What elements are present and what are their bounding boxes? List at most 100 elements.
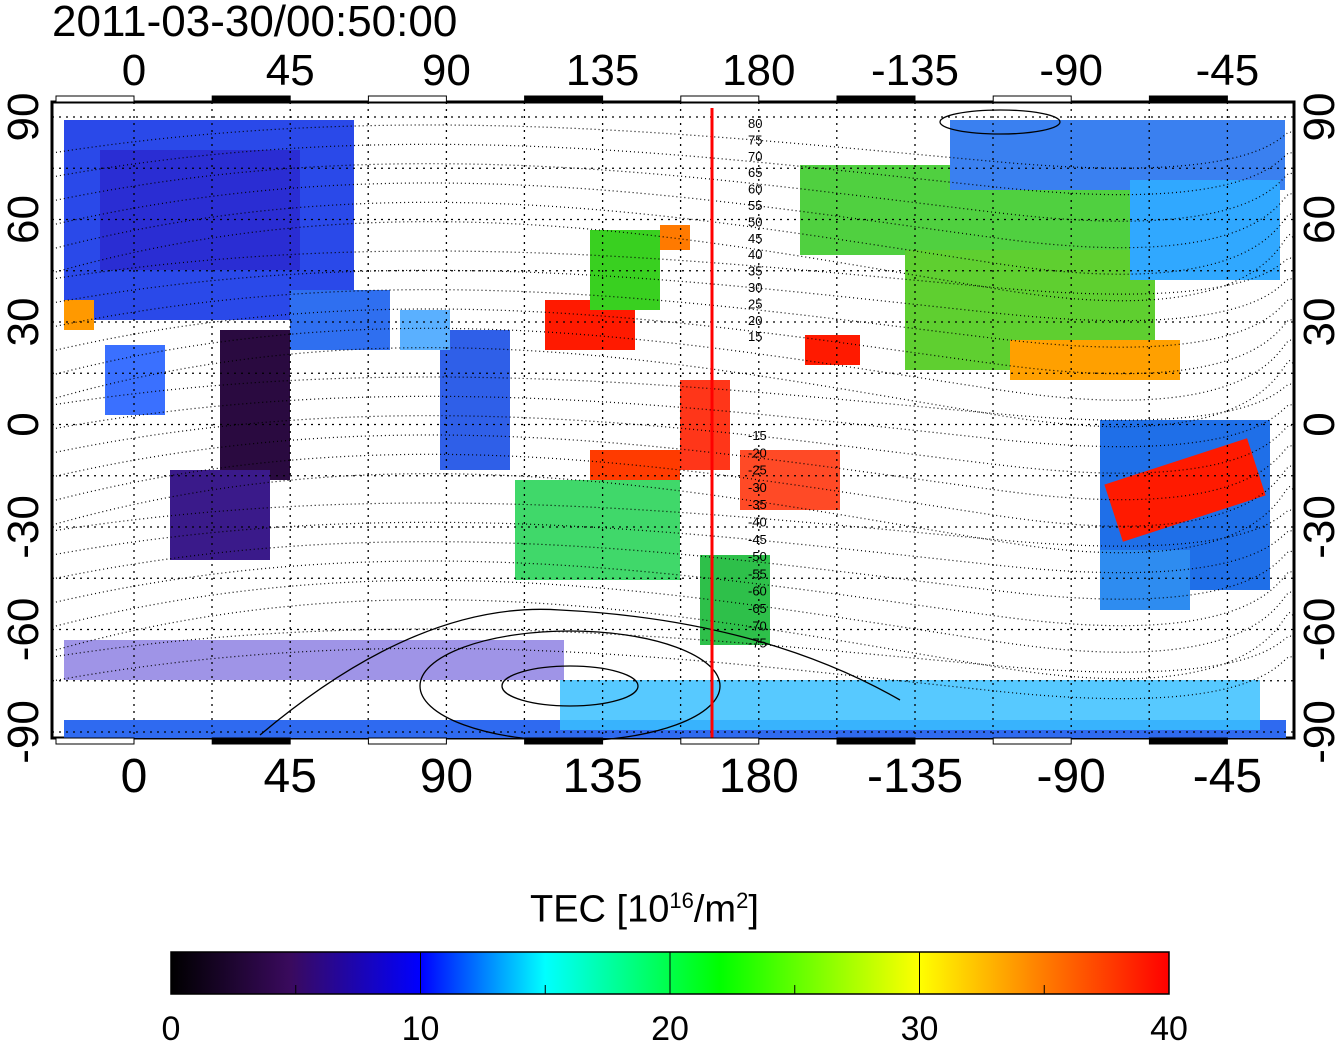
contour-label: -40 [748, 515, 767, 530]
contour-line [51, 289, 1295, 348]
frame-bar-bottom [367, 737, 447, 745]
frame-bar-top [211, 95, 291, 103]
right-lat-tick-label: 0 [1295, 412, 1340, 436]
left-lat-tick-label: 60 [0, 195, 48, 244]
frame-bar-top [992, 95, 1072, 103]
right-lat-tick-label: -90 [1295, 700, 1340, 764]
contour-label: 20 [748, 313, 762, 328]
contour-line [51, 415, 1295, 474]
frame-tick-bars [55, 95, 1228, 745]
colorbar-ticks: 0 10 20 30 40 [162, 952, 1188, 1042]
contour-line [51, 182, 1295, 249]
left-lat-tick-label: -30 [0, 495, 48, 559]
top-lon-tick-label: 0 [122, 46, 146, 95]
contour-label: -20 [748, 445, 767, 460]
contour-label: -65 [748, 601, 767, 616]
contour-line [51, 647, 1295, 700]
contour-line [51, 269, 1295, 322]
timestamp-title: 2011-03-30/00:50:00 [52, 0, 458, 46]
bottom-lon-tick-label: -135 [867, 750, 963, 803]
contour-label: 15 [748, 329, 762, 344]
contour-label: 35 [748, 264, 762, 279]
frame-bar-bottom [992, 737, 1072, 745]
contour-label: -50 [748, 549, 767, 564]
bottom-lon-tick-label: 45 [264, 750, 317, 803]
contour-line [51, 434, 1295, 501]
contour-label: -15 [748, 428, 767, 443]
left-latitude-labels: 90 60 30 0 -30 -60 -90 [0, 93, 48, 764]
contour-label: 65 [748, 165, 762, 180]
frame-bar-bottom [55, 737, 135, 745]
bottom-longitude-labels: 0 45 90 135 180 -135 -90 -45 [121, 750, 1262, 803]
frame-bar-bottom [211, 737, 291, 745]
top-lon-tick-label: -90 [1039, 46, 1103, 95]
contour-label: 80 [748, 116, 762, 131]
right-lat-tick-label: -30 [1295, 495, 1340, 559]
colorbar-tick-label: 30 [901, 1010, 939, 1042]
contour-label: 45 [748, 231, 762, 246]
colorbar-tick-label: 10 [402, 1010, 440, 1042]
contour-line [51, 560, 1295, 627]
tec-patch-africa [220, 330, 290, 480]
frame-bar-bottom [836, 737, 916, 745]
right-latitude-labels: 90 60 30 0 -30 -60 -90 [1295, 93, 1340, 764]
frame-bar-top [524, 95, 604, 103]
bottom-lon-tick-label: 135 [563, 750, 643, 803]
frame-bar-bottom [680, 737, 760, 745]
frame-bar-bottom [524, 737, 604, 745]
contour-label: -25 [748, 463, 767, 478]
contour-label: 75 [748, 132, 762, 147]
left-lat-tick-label: -90 [0, 700, 48, 764]
contour-line [51, 327, 1295, 401]
contour-label: 50 [748, 214, 762, 229]
frame-bar-bottom [1148, 737, 1228, 745]
contour-label: 40 [748, 247, 762, 262]
contour-label: -70 [748, 618, 767, 633]
contour-line [51, 579, 1295, 653]
frame-bar-top [836, 95, 916, 103]
right-lat-tick-label: -60 [1295, 598, 1340, 662]
bottom-lon-tick-label: 180 [719, 750, 799, 803]
colorbar-title: TEC [1016/m2] [530, 888, 759, 931]
bottom-lon-tick-label: 0 [121, 750, 148, 803]
contour-label: 30 [748, 280, 762, 295]
top-longitude-labels: 0 45 90 135 180 -135 -90 -45 [122, 46, 1259, 95]
right-lat-tick-label: 30 [1295, 298, 1340, 347]
top-lon-tick-label: -135 [871, 46, 959, 95]
left-lat-tick-label: 30 [0, 298, 48, 347]
contour-label: -75 [748, 636, 767, 651]
contour-line [51, 395, 1295, 448]
bottom-lon-tick-label: 90 [420, 750, 473, 803]
frame-bar-top [367, 95, 447, 103]
bottom-lon-tick-label: -90 [1037, 750, 1106, 803]
contour-line [51, 521, 1295, 574]
colorbar-tick-label: 0 [162, 1010, 181, 1042]
top-lon-tick-label: 180 [722, 46, 795, 95]
colorbar-tick-label: 40 [1150, 1010, 1188, 1042]
contour-line [51, 541, 1295, 600]
left-lat-tick-label: 0 [0, 412, 48, 436]
contour-line [51, 143, 1295, 196]
contour-line [51, 163, 1295, 222]
right-lat-tick-label: 90 [1295, 93, 1340, 142]
top-lon-tick-label: 90 [422, 46, 471, 95]
left-lat-tick-label: -60 [0, 598, 48, 662]
contour-label: 70 [748, 149, 762, 164]
bottom-lon-tick-label: -45 [1193, 750, 1262, 803]
left-lat-tick-label: 90 [0, 93, 48, 142]
geomagnetic-pole-contours [259, 109, 1061, 742]
contour-label: -45 [748, 532, 767, 547]
top-lon-tick-label: 135 [566, 46, 639, 95]
colorbar-tick-label: 20 [651, 1010, 689, 1042]
geomagnetic-contours [51, 124, 1295, 700]
contour-label: 55 [748, 198, 762, 213]
frame-bar-top [680, 95, 760, 103]
contour-line [51, 308, 1295, 375]
top-lon-tick-label: 45 [266, 46, 315, 95]
right-lat-tick-label: 60 [1295, 195, 1340, 244]
graticule [52, 102, 1294, 738]
contour-line [51, 453, 1295, 527]
contour-label: -35 [748, 497, 767, 512]
